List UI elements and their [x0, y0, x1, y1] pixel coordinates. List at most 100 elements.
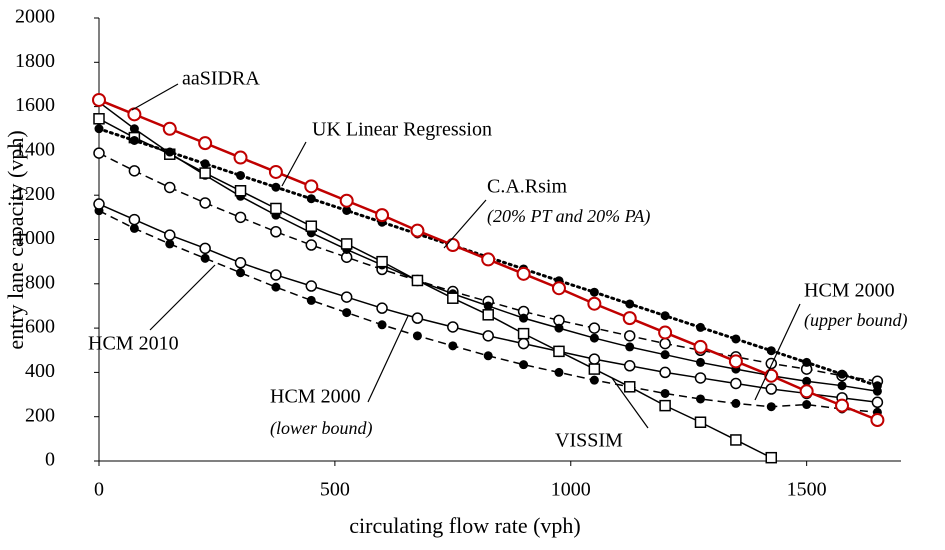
marker	[658, 325, 673, 340]
marker	[588, 322, 601, 334]
marker	[553, 345, 565, 358]
marker	[731, 334, 741, 344]
marker	[765, 451, 778, 464]
marker	[306, 194, 316, 204]
marker	[872, 381, 882, 391]
marker	[554, 367, 564, 377]
marker	[377, 320, 387, 330]
marker	[551, 281, 566, 296]
leader-line	[367, 315, 409, 403]
marker	[376, 255, 388, 268]
marker	[660, 350, 670, 360]
series-line	[98, 118, 772, 459]
marker	[411, 274, 424, 287]
marker	[660, 311, 670, 321]
y-tick-label: 2000	[15, 6, 55, 28]
marker	[517, 327, 530, 340]
marker	[93, 198, 105, 210]
marker	[165, 147, 175, 157]
marker	[660, 388, 670, 398]
marker	[483, 351, 493, 361]
marker	[588, 363, 601, 375]
marker	[766, 346, 776, 356]
marker	[622, 311, 637, 326]
marker	[870, 413, 885, 428]
marker	[589, 287, 599, 297]
marker	[696, 322, 705, 332]
annotation: C.A.Rsim	[487, 176, 567, 198]
y-tick-label: 400	[25, 360, 55, 382]
marker	[623, 330, 636, 342]
leader-line	[611, 377, 649, 429]
marker	[837, 381, 847, 391]
marker	[765, 357, 778, 370]
annotation: VISSIM	[555, 430, 623, 452]
marker	[92, 92, 106, 107]
marker	[623, 360, 636, 372]
marker	[164, 229, 176, 241]
annotation: (20% PT and 20% PA)	[487, 206, 650, 227]
marker	[234, 211, 247, 224]
marker	[339, 193, 354, 208]
marker	[731, 398, 741, 408]
y-tick-label: 1600	[15, 94, 55, 116]
marker	[271, 182, 281, 192]
leader-line	[443, 199, 487, 249]
marker	[696, 394, 705, 404]
leader-line	[131, 83, 179, 111]
marker	[447, 321, 459, 333]
marker	[554, 323, 564, 333]
annotation: (upper bound)	[804, 310, 907, 331]
marker	[342, 205, 352, 215]
marker	[482, 330, 494, 342]
marker	[412, 331, 422, 341]
x-tick-label: 1500	[787, 479, 827, 501]
y-tick-label: 200	[25, 404, 55, 426]
marker	[802, 376, 812, 386]
y-tick-label: 1200	[15, 183, 55, 205]
y-tick-label: 800	[25, 271, 55, 293]
marker	[306, 295, 316, 305]
marker	[517, 337, 530, 350]
marker	[162, 121, 177, 136]
marker	[659, 366, 671, 379]
marker	[129, 124, 139, 134]
annotation: aaSIDRA	[182, 68, 260, 90]
marker	[270, 225, 282, 238]
marker	[445, 238, 460, 253]
marker	[199, 197, 211, 209]
marker	[765, 383, 778, 395]
marker	[871, 396, 884, 409]
x-tick-label: 1000	[551, 479, 591, 501]
marker	[342, 308, 352, 318]
marker	[199, 242, 211, 255]
marker	[129, 135, 139, 145]
marker	[271, 282, 281, 292]
marker	[802, 400, 812, 410]
marker	[236, 170, 246, 180]
marker	[127, 107, 142, 122]
marker	[764, 368, 779, 383]
y-tick-label: 0	[45, 449, 55, 471]
marker	[448, 341, 458, 351]
marker	[234, 185, 247, 197]
leader-line	[149, 264, 216, 331]
marker	[340, 291, 353, 303]
y-tick-label: 600	[25, 316, 55, 338]
marker	[587, 296, 602, 311]
annotation: HCM 2000	[804, 280, 895, 302]
marker	[94, 124, 104, 134]
marker	[730, 434, 742, 446]
marker	[200, 253, 210, 263]
annotation: UK Linear Regression	[312, 119, 492, 141]
annotation: (lower bound)	[270, 418, 373, 439]
marker	[799, 384, 814, 399]
leader-line	[754, 303, 801, 401]
leader-line	[281, 141, 307, 187]
marker	[305, 239, 318, 251]
marker	[411, 312, 424, 324]
marker	[802, 357, 812, 367]
marker	[268, 164, 283, 179]
